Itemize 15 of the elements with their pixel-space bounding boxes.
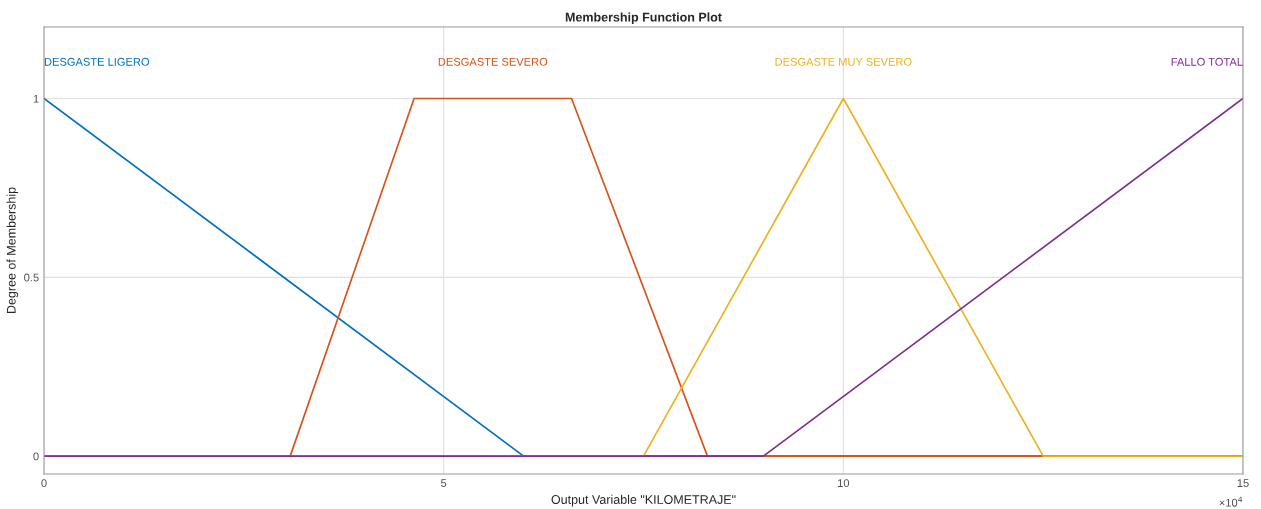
- text: DESGASTE SEVERO: [438, 57, 548, 66]
- x-axis-title: Output Variable "KILOMETRAJE": [551, 494, 736, 507]
- text: FALLO TOTAL: [1171, 57, 1243, 66]
- x-tick-label: 10: [838, 479, 850, 488]
- text: DESGASTE MUY SEVERO: [775, 57, 912, 66]
- chart-title: Membership Function Plot: [565, 12, 722, 25]
- y-tick-label: 1: [33, 94, 39, 103]
- text: DESGASTE LIGERO: [44, 57, 150, 66]
- y-tick-label: 0: [33, 452, 39, 461]
- x-tick-label: 5: [441, 479, 447, 488]
- y-axis-title: Degree of Membership: [6, 187, 19, 314]
- y-tick-label: 0.5: [24, 273, 39, 282]
- x-tick-label: 15: [1237, 479, 1249, 488]
- text: ×10$^{4}$: [1219, 496, 1243, 507]
- x-tick-label: 0: [41, 479, 47, 488]
